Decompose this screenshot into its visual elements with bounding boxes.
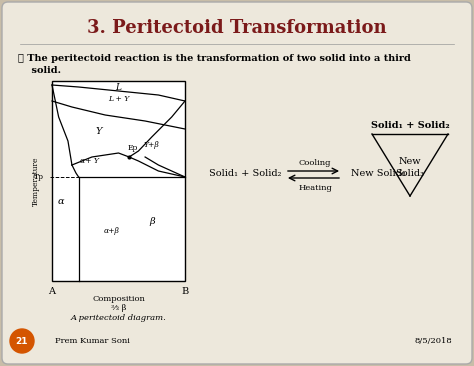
Text: Solid₃: Solid₃ — [395, 169, 425, 179]
Text: Y: Y — [95, 127, 102, 135]
Text: solid.: solid. — [18, 66, 61, 75]
Text: Temperature: Temperature — [32, 156, 40, 206]
Text: ⅔ β: ⅔ β — [111, 304, 126, 312]
Text: Cooling: Cooling — [299, 159, 331, 167]
Text: α+ Y: α+ Y — [80, 157, 99, 165]
Text: New Solid₃: New Solid₃ — [351, 168, 405, 178]
Text: β: β — [149, 217, 155, 225]
Text: α: α — [58, 197, 64, 205]
Circle shape — [10, 329, 34, 353]
Text: B: B — [182, 287, 189, 296]
Text: New: New — [399, 157, 421, 165]
Text: L: L — [116, 83, 121, 93]
Text: A peritectoid diagram.: A peritectoid diagram. — [71, 314, 166, 322]
Text: Heating: Heating — [298, 184, 332, 192]
Text: α+β: α+β — [104, 227, 120, 235]
Text: 21: 21 — [16, 336, 28, 346]
Bar — [52, 81, 185, 281]
Text: 8/5/2018: 8/5/2018 — [414, 337, 452, 345]
Text: Prem Kumar Soni: Prem Kumar Soni — [55, 337, 130, 345]
Text: Solid₁ + Solid₂: Solid₁ + Solid₂ — [209, 168, 281, 178]
Text: Ep: Ep — [127, 144, 137, 152]
Text: Composition: Composition — [92, 295, 145, 303]
Text: Tp: Tp — [34, 173, 44, 181]
Text: ❖ The peritectoid reaction is the transformation of two solid into a third: ❖ The peritectoid reaction is the transf… — [18, 54, 411, 63]
Text: Y+β: Y+β — [144, 141, 160, 149]
Text: A: A — [48, 287, 55, 296]
Text: L + Y: L + Y — [108, 95, 129, 103]
Text: Solid₁ + Solid₂: Solid₁ + Solid₂ — [371, 122, 449, 131]
Text: 3. Peritectoid Transformation: 3. Peritectoid Transformation — [87, 19, 387, 37]
